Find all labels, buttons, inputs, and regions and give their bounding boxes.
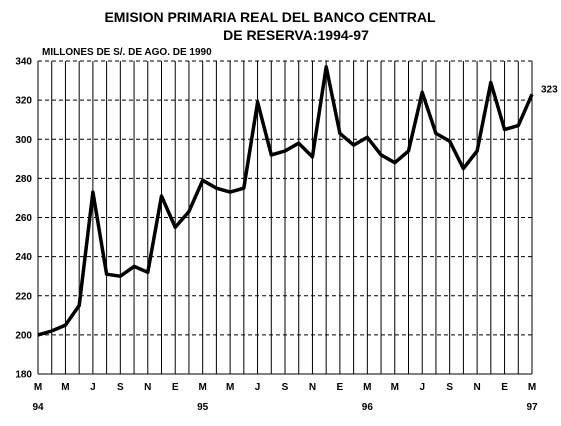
y-tick-label: 240 [15, 252, 32, 263]
x-tick-label: M [198, 382, 206, 393]
year-label: 96 [362, 402, 374, 413]
year-label: 97 [526, 402, 538, 413]
x-tick-label: M [61, 382, 69, 393]
end-value-label: 323 [541, 84, 558, 95]
axes [37, 61, 532, 375]
x-tick-label: J [255, 382, 261, 393]
y-tick-label: 320 [15, 96, 32, 107]
x-tick-label: N [144, 382, 151, 393]
x-tick-label: E [501, 382, 508, 393]
series: 323 [37, 65, 558, 337]
x-tick-label: J [419, 382, 425, 393]
year-label: 94 [32, 402, 44, 413]
grid [38, 60, 533, 374]
x-tick-label: M [226, 382, 234, 393]
x-tick-label: S [446, 382, 453, 393]
x-tick-label: E [337, 382, 344, 393]
tick-labels: 180 200 220 240 260 280 300 320 340 M M J S N E M M J S N E M… [15, 57, 538, 414]
x-tick-label: J [90, 382, 96, 393]
x-tick-label: S [282, 382, 289, 393]
x-tick-label: M [34, 382, 42, 393]
x-tick-label: M [528, 382, 536, 393]
units-label: MILLONES DE S/. DE AGO. DE 1990 [42, 47, 212, 58]
x-tick-label: M [391, 382, 399, 393]
y-tick-label: 260 [15, 213, 32, 224]
chart-title-line1: EMISION PRIMARIA REAL DEL BANCO CENTRAL [104, 9, 436, 25]
y-tick-label: 300 [15, 135, 32, 146]
series-line [37, 65, 534, 337]
y-tick-label: 280 [15, 174, 32, 185]
x-tick-label: M [363, 382, 371, 393]
y-tick-label: 340 [15, 57, 32, 68]
y-tick-label: 200 [15, 330, 32, 341]
x-tick-label: N [473, 382, 480, 393]
year-label: 95 [197, 402, 209, 413]
x-tick-label: E [172, 382, 179, 393]
x-tick-label: S [117, 382, 124, 393]
y-tick-label: 180 [15, 370, 32, 381]
chart-title-line2: DE RESERVA:1994-97 [223, 27, 369, 43]
x-tick-label: N [309, 382, 316, 393]
y-tick-label: 220 [15, 291, 32, 302]
